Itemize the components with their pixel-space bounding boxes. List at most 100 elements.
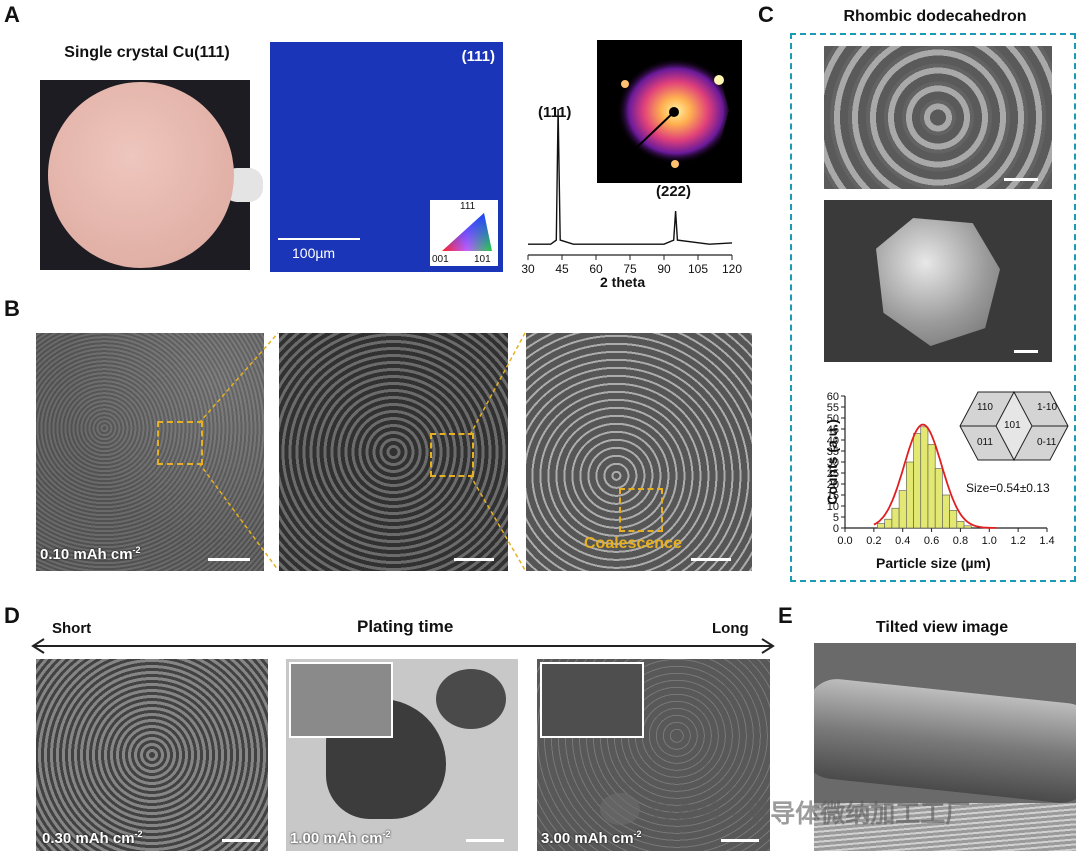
hist-y-tick-label: 55: [827, 402, 839, 414]
sem-d2-dark-region-2: [436, 669, 506, 729]
hist-x-tick-label: 1.4: [1039, 535, 1054, 547]
plating-time-arrow: [31, 638, 775, 654]
hist-bar: [942, 494, 950, 529]
xrd-x-tick-label: 60: [589, 262, 603, 276]
xrd-xlabel: 2 theta: [600, 274, 646, 290]
zoom-connector-lines: [198, 332, 526, 571]
xrd-x-tick-label: 30: [521, 262, 535, 276]
sem-b3: Coalescence: [526, 333, 752, 571]
hist-y-tick-label: 5: [833, 512, 839, 524]
sem-b2-zoom-box: [430, 433, 474, 477]
sem-b1-label: 0.10 mAh cm-2: [40, 545, 141, 563]
sem-d1-scale-bar: [222, 839, 260, 842]
ebsd-map: (111) 100µm 111 001 101: [270, 42, 503, 272]
watermark: 公众号 · 半导体微纳加工工厂: [600, 787, 1076, 831]
facet-diagram: [959, 390, 1069, 462]
pole-figure-plot: [611, 58, 729, 168]
sem-b1-scale-bar: [208, 558, 250, 561]
sem-b3-zoom-box: [619, 488, 663, 532]
sem-e: [814, 643, 1076, 851]
hist-bar: [927, 444, 936, 529]
xrd-x-tick-label: 105: [688, 262, 708, 276]
sem-d2: 1.00 mAh cm-2: [286, 659, 518, 851]
arrow-short-label: Short: [52, 620, 92, 637]
hist-bar: [913, 433, 922, 529]
sem-d1-texture: [36, 659, 268, 851]
xrd-x-tick-label: 120: [722, 262, 742, 276]
ebsd-orientation-label: (111): [461, 48, 495, 65]
coalescence-label: Coalescence: [584, 535, 682, 552]
wafer-photo: [40, 80, 263, 270]
sem-b1-zoom-box: [157, 421, 203, 465]
facet-1-10: 1-10: [1037, 402, 1058, 413]
sem-b2: [279, 333, 508, 571]
hist-bar: [884, 518, 893, 529]
arrow-long-label: Long: [712, 620, 749, 637]
facet-011: 011: [977, 437, 993, 448]
sem-b1: 0.10 mAh cm-2: [36, 333, 264, 571]
sem-d3: 3.00 mAh cm-2: [537, 659, 770, 851]
panel-label-c: C: [758, 2, 774, 27]
ipf-101: 101: [474, 254, 491, 265]
xrd-peak-111-label: (111): [538, 104, 572, 121]
facet-0-11: 0-11: [1037, 437, 1057, 448]
hist-x-tick-label: 0.6: [924, 535, 939, 547]
xrd-peak-222-label: (222): [656, 183, 692, 200]
hist-y-tick-label: 50: [827, 413, 839, 425]
c-frame: [790, 33, 1076, 582]
sem-b1-texture: [36, 333, 264, 571]
hist-gaussian-fit: [873, 423, 997, 529]
hist-y-tick-label: 35: [827, 446, 839, 458]
plating-time-title: Plating time: [357, 617, 454, 636]
hist-bar: [898, 490, 907, 529]
c-title: Rhombic dodecahedron: [843, 8, 1027, 25]
hist-x-tick-label: 1.2: [1010, 535, 1025, 547]
panel-label-b: B: [4, 296, 20, 321]
sem-b2-scale-bar: [454, 558, 494, 561]
xrd-plot-area: 30 45 60 75 90 105 120: [521, 108, 742, 276]
hist-ylabel: Counts (a.u.): [824, 419, 840, 505]
sem-d1: 0.30 mAh cm-2: [36, 659, 268, 851]
panel-label-a: A: [4, 2, 20, 27]
facet-110: 110: [977, 402, 993, 413]
hist-x-tick-label: 0.4: [895, 535, 910, 547]
hist-xlabel: Particle size (µm): [876, 555, 991, 571]
sem-c2-scale-bar: [1014, 350, 1038, 353]
xrd-chart: 30 45 60 75 90 105 120: [521, 108, 742, 276]
hist-bar: [949, 510, 958, 529]
size-annotation: Size=0.54±0.13: [966, 481, 1050, 495]
sem-d3-scale-bar: [721, 839, 759, 842]
panel-label-d: D: [4, 603, 20, 628]
dodecahedron-crystal: [876, 218, 1000, 346]
hist-x-tick-label: 0.8: [953, 535, 968, 547]
hist-bar: [963, 525, 972, 529]
hist-y-tick-label: 25: [827, 468, 839, 480]
sem-c1: [824, 46, 1052, 189]
ipf-legend: 111 001 101: [430, 200, 498, 266]
sem-d1-label: 0.30 mAh cm-2: [42, 829, 143, 847]
ipf-001: 001: [432, 254, 449, 265]
hist-y-tick-label: 15: [827, 490, 839, 502]
watermark-text: 公众号 · 半导体微纳加工工厂: [648, 800, 971, 828]
xrd-x-tick-label: 45: [555, 262, 569, 276]
wechat-icon: [600, 793, 640, 825]
copper-wafer: [48, 82, 234, 268]
sem-b3-scale-bar: [691, 558, 731, 561]
sem-b2-texture: [279, 333, 508, 571]
ipf-triangle: [442, 213, 492, 251]
sem-d3-label: 3.00 mAh cm-2: [541, 829, 642, 847]
hist-y-tick-label: 0: [833, 523, 839, 535]
hist-bar: [891, 507, 900, 529]
e-title: Tilted view image: [875, 619, 1009, 636]
pole-figure: [597, 40, 742, 183]
facet-101: 101: [1004, 420, 1021, 431]
wafer-title: Single crystal Cu(111): [64, 44, 230, 61]
hist-y-tick-label: 10: [827, 501, 839, 513]
hist-y-tick-label: 60: [827, 391, 839, 403]
hist-bar: [956, 521, 965, 529]
ipf-111: 111: [460, 201, 476, 212]
sem-d2-scale-bar: [466, 839, 504, 842]
hist-bar: [906, 461, 914, 529]
